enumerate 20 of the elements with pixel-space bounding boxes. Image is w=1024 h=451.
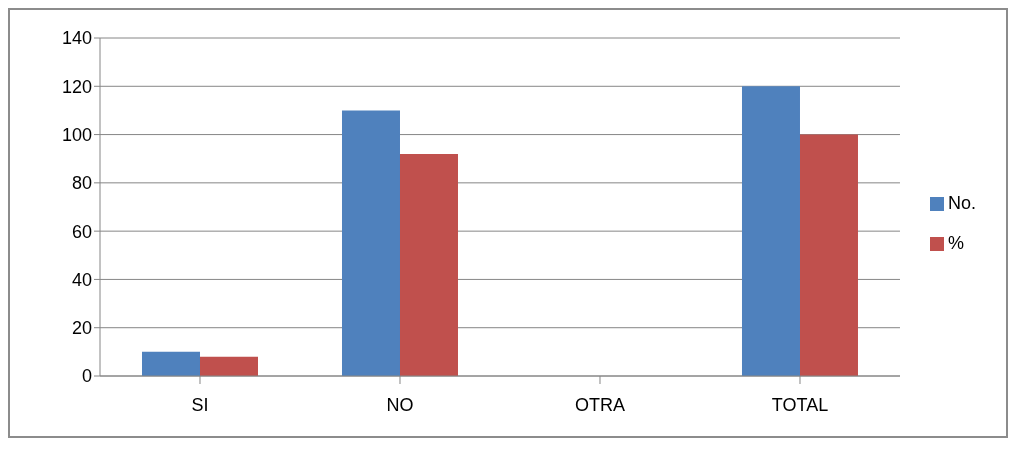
y-tick-label: 100 bbox=[61, 124, 92, 145]
bar bbox=[400, 153, 458, 376]
y-tick-label: 80 bbox=[71, 173, 92, 194]
x-tick-label: SI bbox=[191, 394, 209, 415]
x-tick-label: OTRA bbox=[574, 394, 625, 415]
x-tick-label: TOTAL bbox=[771, 394, 829, 415]
x-tick-label: NO bbox=[386, 394, 414, 415]
bar bbox=[342, 110, 400, 376]
y-tick-label: 0 bbox=[81, 366, 92, 387]
y-tick-label: 60 bbox=[71, 221, 92, 242]
legend-label: % bbox=[947, 233, 964, 253]
y-tick-label: 120 bbox=[61, 76, 92, 97]
bar bbox=[799, 134, 858, 376]
bar bbox=[142, 351, 200, 376]
y-tick-label: 140 bbox=[61, 28, 92, 49]
bar bbox=[200, 356, 258, 376]
y-tick-label: 20 bbox=[71, 318, 92, 339]
bar bbox=[741, 86, 800, 376]
legend-label: No. bbox=[947, 193, 976, 213]
y-tick-label: 40 bbox=[71, 269, 92, 290]
